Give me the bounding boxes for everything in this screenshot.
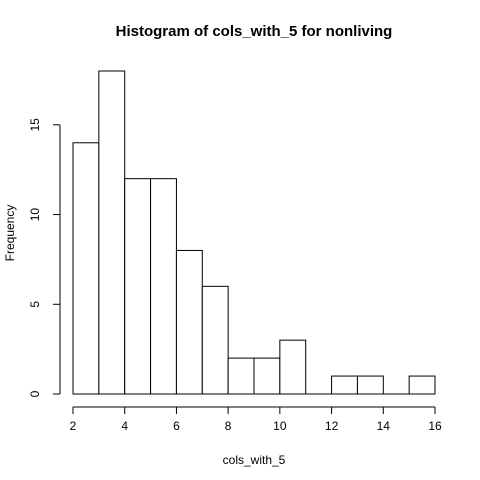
histogram-bar (253, 357, 281, 395)
histogram-bar (72, 142, 100, 395)
x-tick-label: 12 (325, 419, 339, 433)
bars-group (72, 70, 436, 395)
y-axis: 0 5 10 15 (28, 118, 61, 397)
x-tick-label: 2 (70, 419, 77, 433)
x-tick-label: 10 (273, 419, 287, 433)
x-tick-label: 8 (225, 419, 232, 433)
histogram-bar (279, 339, 307, 395)
x-tick-label: 14 (377, 419, 391, 433)
y-tick-label: 0 (28, 390, 42, 397)
histogram-bar (124, 178, 152, 395)
histogram-bar (175, 249, 203, 395)
histogram-bar (227, 357, 255, 395)
x-tick-label: 6 (173, 419, 180, 433)
y-axis-label: Frequency (3, 205, 17, 262)
histogram-bar (331, 375, 358, 395)
y-tick-label: 10 (28, 208, 42, 222)
x-tick-label: 16 (428, 419, 442, 433)
y-tick-label: 15 (28, 118, 42, 132)
x-axis: 2 4 6 8 10 12 14 16 (70, 406, 442, 433)
x-axis-label: cols_with_5 (223, 453, 286, 467)
histogram-bar (150, 178, 177, 395)
histogram-bar (356, 375, 384, 395)
histogram-bar (201, 285, 229, 395)
x-tick-label: 4 (121, 419, 128, 433)
y-tick-label: 5 (28, 301, 42, 308)
chart-title: Histogram of cols_with_5 for nonliving (116, 23, 393, 40)
histogram-bar (98, 70, 126, 395)
histogram-bar (408, 375, 436, 395)
